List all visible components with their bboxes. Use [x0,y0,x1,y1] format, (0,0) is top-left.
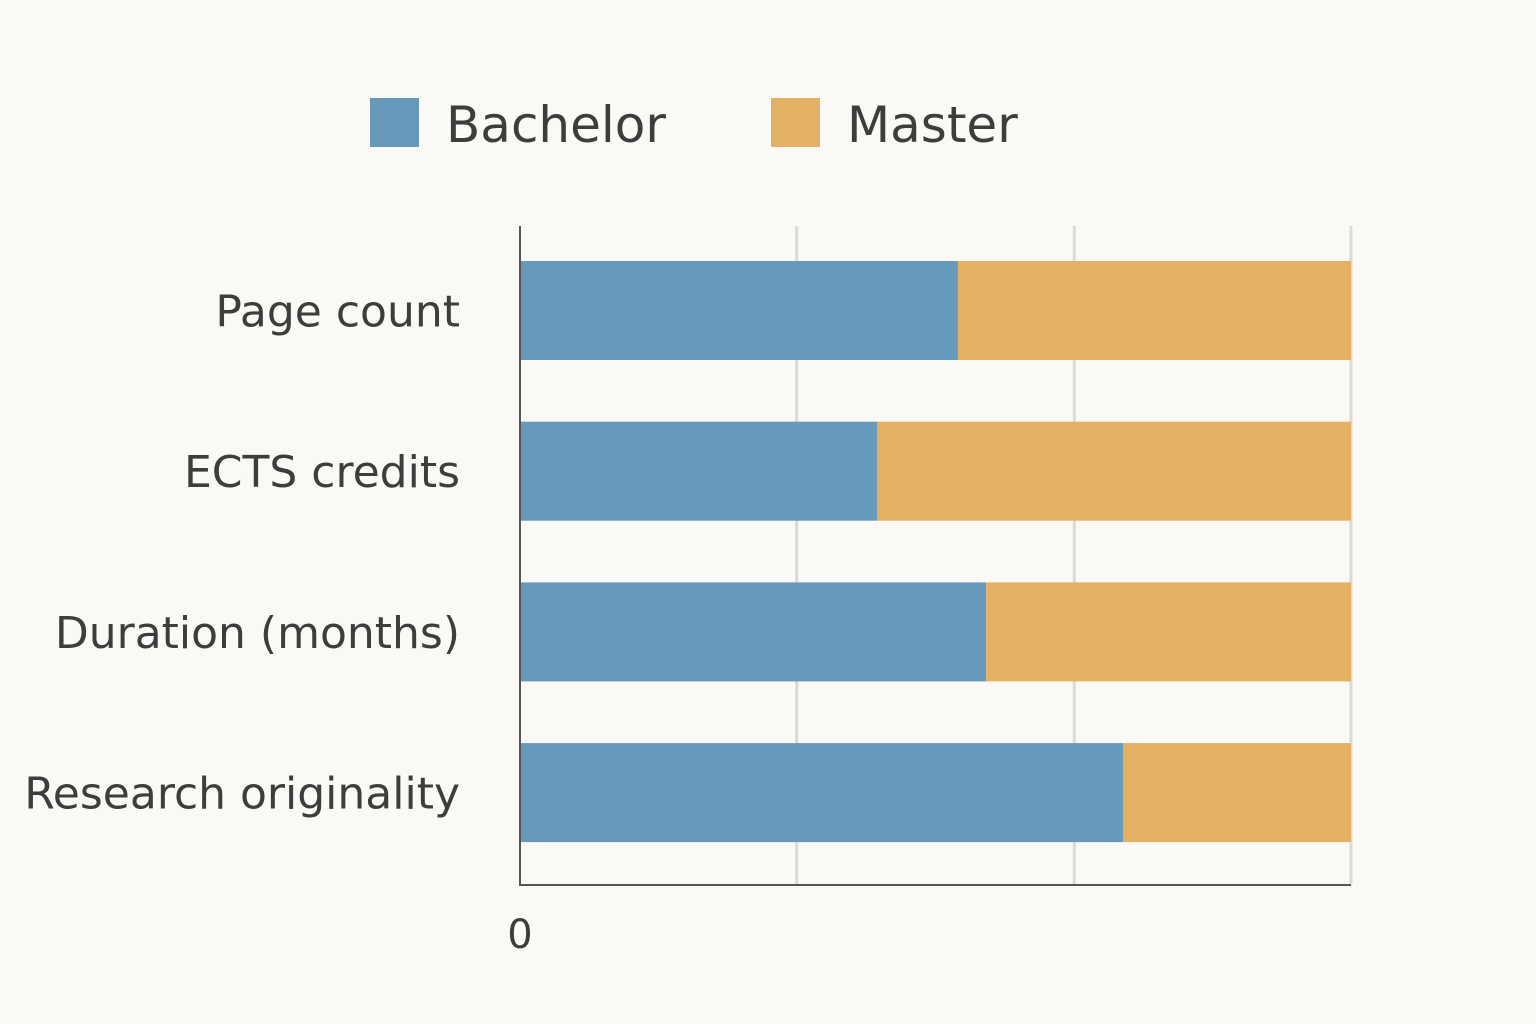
bar-bachelor-3 [520,743,1124,843]
legend-label-bachelor: Bachelor [446,96,666,154]
category-label: Page count [215,287,460,338]
legend: Bachelor Master [370,96,1018,154]
bar-bachelor-2 [520,582,987,682]
bar-bachelor-0 [520,261,958,360]
bar-master-1 [877,421,1351,521]
bars [520,261,1351,843]
category-label: Research originality [24,769,460,820]
category-label: Duration (months) [55,608,460,659]
x-tick-label: 0 [507,912,532,958]
bar-bachelor-1 [520,421,878,521]
axes [519,226,1351,886]
bar-master-2 [986,582,1351,682]
legend-swatch-bachelor [370,98,419,147]
legend-swatch-master [771,98,820,147]
bar-master-0 [957,261,1351,360]
category-label: ECTS credits [184,447,460,498]
category-labels: Page count ECTS credits Duration (months) R… [24,287,460,820]
bar-master-3 [1123,743,1351,843]
legend-label-master: Master [847,96,1018,154]
x-tick-labels: 0 [507,912,532,958]
